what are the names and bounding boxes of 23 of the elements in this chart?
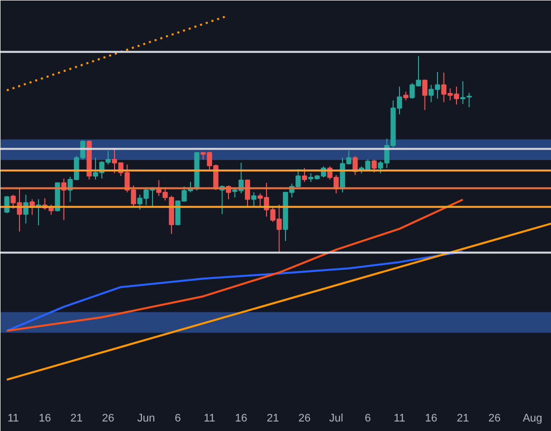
x-tick-label: 21: [266, 412, 279, 424]
candlestick: [302, 168, 308, 182]
x-tick-label: 21: [70, 412, 83, 424]
x-tick-label: 26: [102, 412, 114, 424]
candlestick: [460, 80, 466, 104]
candlestick: [466, 92, 472, 108]
x-tick-label: 26: [298, 412, 311, 424]
candlestick: [251, 192, 256, 208]
candlestick: [372, 158, 377, 173]
x-tick-label: Aug: [522, 412, 542, 424]
x-tick-label: 16: [425, 412, 438, 424]
x-tick-label: 6: [364, 412, 371, 424]
candlestick: [422, 79, 428, 111]
x-tick-label: 11: [204, 412, 216, 424]
x-tick-label: 6: [174, 412, 181, 424]
x-tick-label: 21: [456, 412, 469, 424]
x-tick-label: 16: [38, 412, 51, 424]
x-tick-label: 11: [7, 412, 19, 424]
x-tick-label: 16: [235, 412, 248, 424]
x-tick-label: Jul: [329, 412, 344, 424]
x-tick-label: 26: [488, 412, 501, 424]
x-tick-label: 11: [394, 412, 406, 424]
x-tick-label: Jun: [137, 412, 156, 424]
